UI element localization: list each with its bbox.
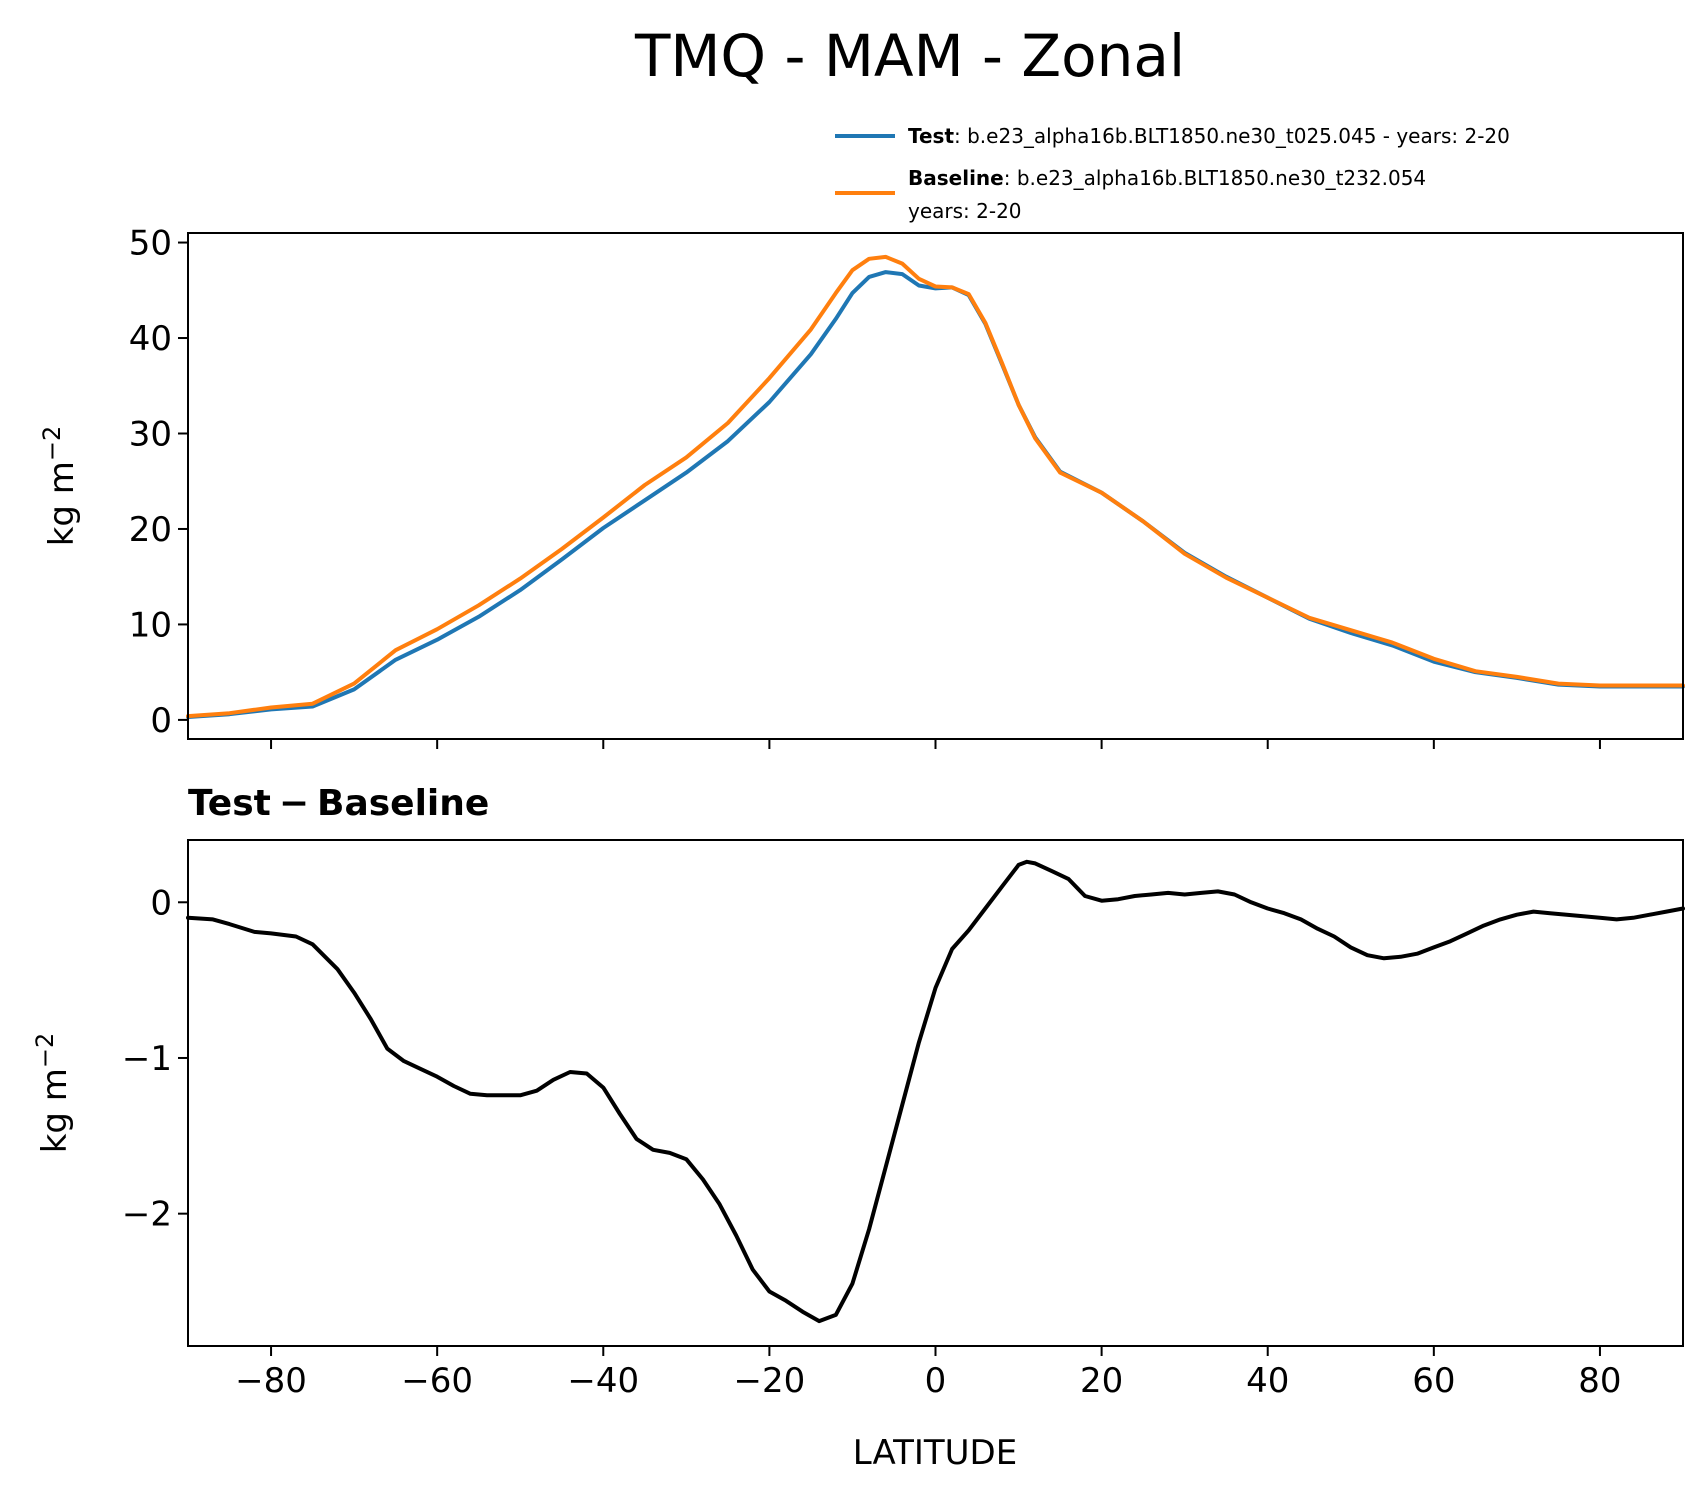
bottom-ylabel-sup: −2 xyxy=(31,1033,59,1068)
top-axes-frame xyxy=(187,232,1684,740)
top-ytick-label: 20 xyxy=(129,510,172,550)
bottom-xtick-label: 20 xyxy=(1080,1361,1123,1401)
bottom-title-minus: − xyxy=(279,783,309,824)
top-panel: 0 10 20 30 40 50 kg m−2 xyxy=(38,224,1685,749)
bottom-xtick-label: −80 xyxy=(235,1361,307,1401)
bottom-xtick-label: −20 xyxy=(734,1361,806,1401)
bottom-ytick-label: −2 xyxy=(122,1195,172,1235)
bottom-xtick-label: −60 xyxy=(401,1361,473,1401)
legend-test-bold: Test xyxy=(908,124,954,148)
bottom-title-test: Test xyxy=(188,783,271,824)
top-ytick-label: 50 xyxy=(129,224,172,264)
legend-test-entry: Test: b.e23_alpha16b.BLT1850.ne30_t025.0… xyxy=(908,124,1510,148)
bottom-ytick-label: 0 xyxy=(150,883,172,923)
figure-title: TMQ - MAM - Zonal xyxy=(634,22,1185,90)
bottom-panel-title: Test − Baseline xyxy=(188,783,489,824)
bottom-xlabel: LATITUDE xyxy=(853,1433,1017,1473)
top-series-line-test xyxy=(186,270,1685,719)
top-ytick-label: 40 xyxy=(129,319,172,359)
top-ytick-label: 30 xyxy=(129,414,172,454)
legend-baseline-entry: Baseline: b.e23_alpha16b.BLT1850.ne30_t2… xyxy=(908,166,1426,190)
bottom-panel: Test − Baseline 0 −1 −2 −80 −60 −40 −20 0 20 40 60 80… xyxy=(31,783,1685,1473)
legend-baseline-years: years: 2-20 xyxy=(908,199,1022,223)
bottom-axes-frame xyxy=(187,839,1684,1347)
legend-baseline-bold: Baseline xyxy=(908,166,1004,190)
top-ytick-label: 10 xyxy=(129,605,172,645)
bottom-ylabel: kg m−2 xyxy=(31,1033,75,1154)
legend-test-text: : b.e23_alpha16b.BLT1850.ne30_t025.045 -… xyxy=(954,124,1510,148)
legend-baseline-text: : b.e23_alpha16b.BLT1850.ne30_t232.054 xyxy=(1004,166,1426,190)
bottom-xtick-label: 80 xyxy=(1578,1361,1621,1401)
bottom-xtick-label: 40 xyxy=(1246,1361,1289,1401)
top-series-line-baseline xyxy=(186,254,1685,719)
bottom-ylabel-text: kg m xyxy=(35,1068,75,1153)
top-ylabel-sup: −2 xyxy=(38,426,66,461)
bottom-ytick-label: −1 xyxy=(122,1039,172,1079)
bottom-xtick-label: −40 xyxy=(567,1361,639,1401)
bottom-title-baseline: Baseline xyxy=(317,783,489,824)
bottom-series-line-test-baseline xyxy=(186,859,1685,1324)
bottom-xtick-label: 60 xyxy=(1412,1361,1455,1401)
bottom-xtick-label: 0 xyxy=(925,1361,947,1401)
top-ylabel-text: kg m xyxy=(42,461,82,546)
top-ytick-label: 0 xyxy=(150,701,172,741)
top-ylabel: kg m−2 xyxy=(38,426,82,547)
legend: Test: b.e23_alpha16b.BLT1850.ne30_t025.0… xyxy=(835,124,1510,223)
